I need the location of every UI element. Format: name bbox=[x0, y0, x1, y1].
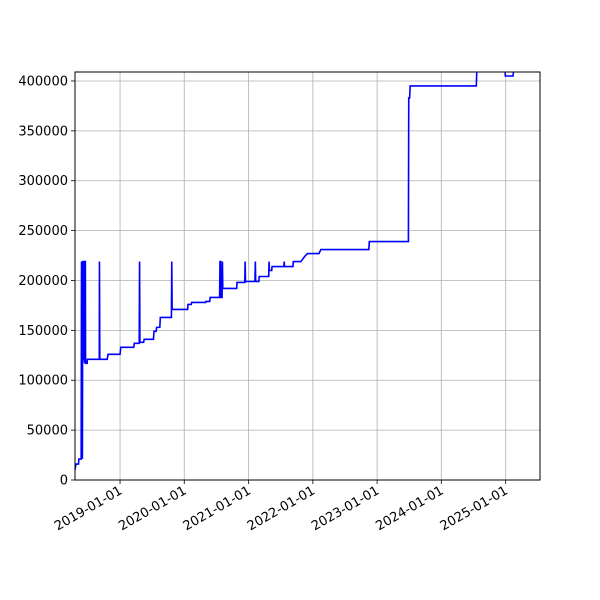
series-line bbox=[75, 72, 515, 471]
y-tick-label: 250000 bbox=[18, 224, 68, 239]
axes-frame bbox=[74, 71, 541, 481]
x-tick-label: 2023-01-01 bbox=[309, 483, 382, 534]
x-tick-label: 2020-01-01 bbox=[116, 483, 189, 534]
y-tick-label: 200000 bbox=[18, 274, 68, 289]
grid-lines bbox=[75, 72, 540, 481]
tick-labels: 2019-01-012020-01-012021-01-012022-01-01… bbox=[18, 74, 510, 534]
x-tick-label: 2022-01-01 bbox=[245, 483, 318, 534]
tick-marks bbox=[71, 80, 507, 484]
x-tick-label: 2021-01-01 bbox=[181, 483, 254, 534]
x-tick-label: 2019-01-01 bbox=[52, 483, 125, 534]
y-tick-label: 50000 bbox=[27, 424, 68, 439]
plot-area bbox=[75, 72, 515, 471]
y-tick-label: 100000 bbox=[18, 374, 68, 389]
y-tick-label: 150000 bbox=[18, 324, 68, 339]
y-tick-label: 300000 bbox=[18, 174, 68, 189]
y-tick-label: 350000 bbox=[18, 124, 68, 139]
y-tick-label: 400000 bbox=[18, 74, 68, 89]
x-tick-label: 2025-01-01 bbox=[438, 483, 511, 534]
y-tick-label: 0 bbox=[60, 474, 68, 489]
x-tick-label: 2024-01-01 bbox=[373, 483, 446, 534]
